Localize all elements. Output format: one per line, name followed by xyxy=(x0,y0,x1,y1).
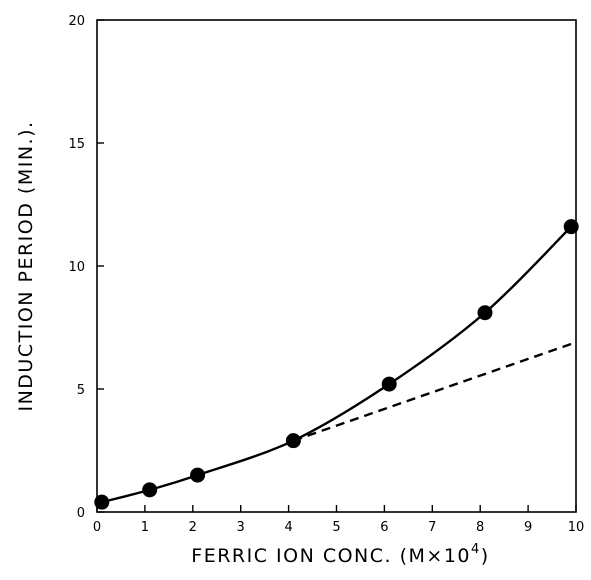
data-point xyxy=(381,376,397,392)
y-tick-label: 5 xyxy=(77,383,85,398)
y-axis-title: INDUCTION PERIOD (MIN.). xyxy=(15,120,37,411)
x-axis-title-exponent: 4 xyxy=(471,542,481,557)
data-point xyxy=(563,219,579,235)
x-axis-title: FERRIC ION CONC. (M×104) xyxy=(191,542,489,567)
x-axis-ticks: 0 1 2 3 4 5 6 7 8 9 10 xyxy=(93,505,584,535)
x-tick-label: 1 xyxy=(141,520,149,535)
y-tick-label: 0 xyxy=(77,506,85,521)
data-point xyxy=(285,433,301,449)
data-point xyxy=(190,467,206,483)
x-tick-label: 3 xyxy=(237,520,245,535)
data-point xyxy=(94,494,110,510)
series-layer xyxy=(94,219,579,510)
x-tick-label: 4 xyxy=(284,520,292,535)
x-tick-label: 2 xyxy=(189,520,197,535)
data-point xyxy=(142,482,158,498)
x-tick-label: 8 xyxy=(476,520,484,535)
plot-area-frame xyxy=(96,19,577,513)
data-series-line xyxy=(101,225,573,504)
x-tick-label: 9 xyxy=(524,520,532,535)
x-axis-title-main: FERRIC ION CONC. (M×10 xyxy=(191,545,471,567)
x-tick-label: 5 xyxy=(332,520,340,535)
dashed-extrapolation-line xyxy=(292,341,577,442)
x-axis-title-close: ) xyxy=(481,545,490,567)
y-tick-label: 15 xyxy=(68,137,85,152)
y-tick-label: 10 xyxy=(68,260,85,275)
x-tick-label: 6 xyxy=(380,520,388,535)
y-tick-label: 20 xyxy=(68,14,85,29)
x-tick-label: 10 xyxy=(568,520,585,535)
x-tick-label: 0 xyxy=(93,520,101,535)
data-point xyxy=(477,305,493,321)
y-axis-ticks: 0 5 10 15 20 xyxy=(68,14,104,521)
x-tick-label: 7 xyxy=(428,520,436,535)
